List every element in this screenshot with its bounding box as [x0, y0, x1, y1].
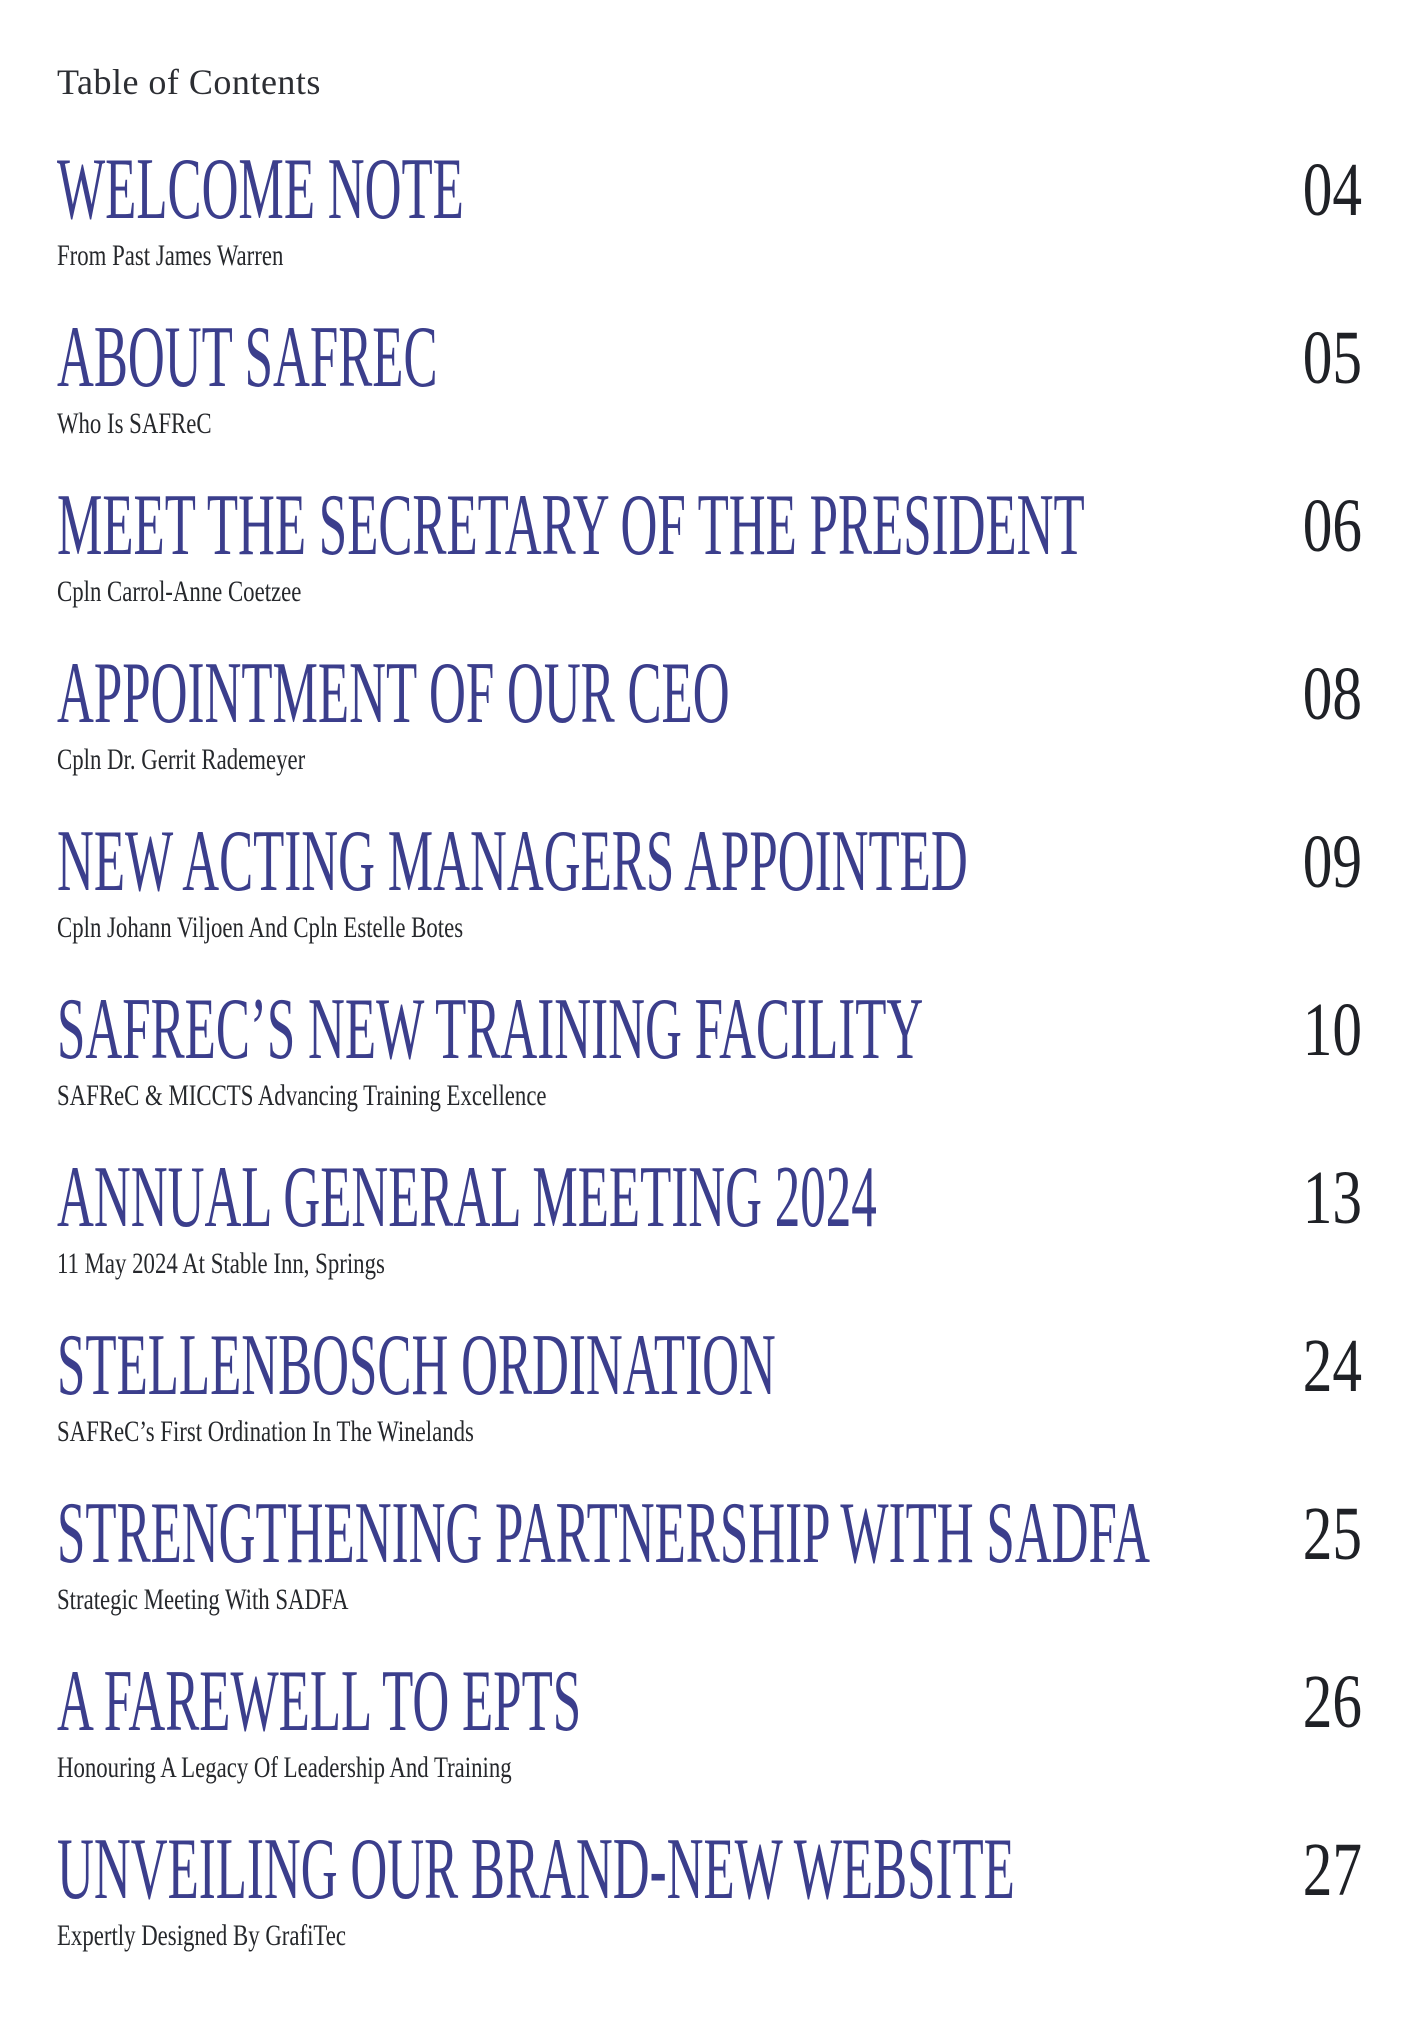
page-title: Table of Contents [57, 62, 321, 102]
toc-entry-subtitle: Cpln Dr. Gerrit Rademeyer [57, 743, 306, 776]
toc-entry-title: ABOUT SAFREC [57, 309, 438, 406]
toc-entry: WELCOME NOTE From Past James Warren 04 [57, 146, 1362, 274]
toc-entry-title: MEET THE SECRETARY OF THE PRESIDENT [57, 477, 1085, 574]
toc-entry-page-number: 25 [1302, 1492, 1362, 1576]
toc-entry-subtitle: SAFReC & MICCTS Advancing Training Excel… [57, 1079, 547, 1112]
toc-entry-subtitle: 11 May 2024 At Stable Inn, Springs [57, 1247, 385, 1280]
toc-entry-title: UNVEILING OUR BRAND-NEW WEBSITE [57, 1821, 1015, 1918]
toc-entry: STRENGTHENING PARTNERSHIP WITH SADFA Str… [57, 1490, 1362, 1618]
toc-entry: STELLENBOSCH ORDINATION SAFReC’s First O… [57, 1322, 1362, 1450]
toc-entry-page-number: 10 [1302, 988, 1362, 1072]
toc-entry-subtitle: Expertly Designed By GrafiTec [57, 1919, 347, 1952]
toc-entry-title: STRENGTHENING PARTNERSHIP WITH SADFA [57, 1485, 1150, 1582]
toc-entry: A FAREWELL TO EPTS Honouring A Legacy Of… [57, 1658, 1362, 1786]
toc-entry-page-number: 06 [1302, 484, 1362, 568]
toc-entry-page-number: 26 [1302, 1660, 1362, 1744]
toc-entry-subtitle: From Past James Warren [57, 239, 284, 272]
toc-entry-title: ANNUAL GENERAL MEETING 2024 [57, 1149, 877, 1246]
toc-entry: UNVEILING OUR BRAND-NEW WEBSITE Expertly… [57, 1826, 1362, 1954]
toc-entry-page-number: 09 [1302, 820, 1362, 904]
toc-entry: APPOINTMENT OF OUR CEO Cpln Dr. Gerrit R… [57, 650, 1362, 778]
toc-entry-page-number: 13 [1302, 1156, 1362, 1240]
toc-entry-subtitle: Cpln Johann Viljoen And Cpln Estelle Bot… [57, 911, 464, 944]
toc-entry: ANNUAL GENERAL MEETING 2024 11 May 2024 … [57, 1154, 1362, 1282]
toc-entry-title: STELLENBOSCH ORDINATION [57, 1317, 776, 1414]
toc-entry-subtitle: Honouring A Legacy Of Leadership And Tra… [57, 1751, 512, 1784]
toc-entry: MEET THE SECRETARY OF THE PRESIDENT Cpln… [57, 482, 1362, 610]
toc-entry: NEW ACTING MANAGERS APPOINTED Cpln Johan… [57, 818, 1362, 946]
toc-entry-page-number: 27 [1302, 1828, 1362, 1912]
toc-entry-subtitle: SAFReC’s First Ordination In The Winelan… [57, 1415, 474, 1448]
toc-entry-page-number: 05 [1302, 316, 1362, 400]
toc-entry-title: NEW ACTING MANAGERS APPOINTED [57, 813, 968, 910]
table-of-contents-page: Table of Contents WELCOME NOTE From Past… [57, 62, 1362, 1954]
toc-entry-page-number: 08 [1302, 652, 1362, 736]
toc-entry: ABOUT SAFREC Who Is SAFReC 05 [57, 314, 1362, 442]
toc-entry-title: A FAREWELL TO EPTS [57, 1653, 582, 1750]
toc-entry-page-number: 04 [1302, 148, 1362, 232]
toc-entry-title: WELCOME NOTE [57, 141, 464, 238]
toc-entry-subtitle: Who Is SAFReC [57, 407, 212, 440]
toc-entry-page-number: 24 [1302, 1324, 1362, 1408]
toc-entry: SAFREC’S NEW TRAINING FACILITY SAFReC & … [57, 986, 1362, 1114]
toc-entry-title: SAFREC’S NEW TRAINING FACILITY [57, 981, 924, 1078]
toc-entry-title: APPOINTMENT OF OUR CEO [57, 645, 730, 742]
toc-entry-subtitle: Cpln Carrol-Anne Coetzee [57, 575, 302, 608]
toc-entry-subtitle: Strategic Meeting With SADFA [57, 1583, 349, 1616]
